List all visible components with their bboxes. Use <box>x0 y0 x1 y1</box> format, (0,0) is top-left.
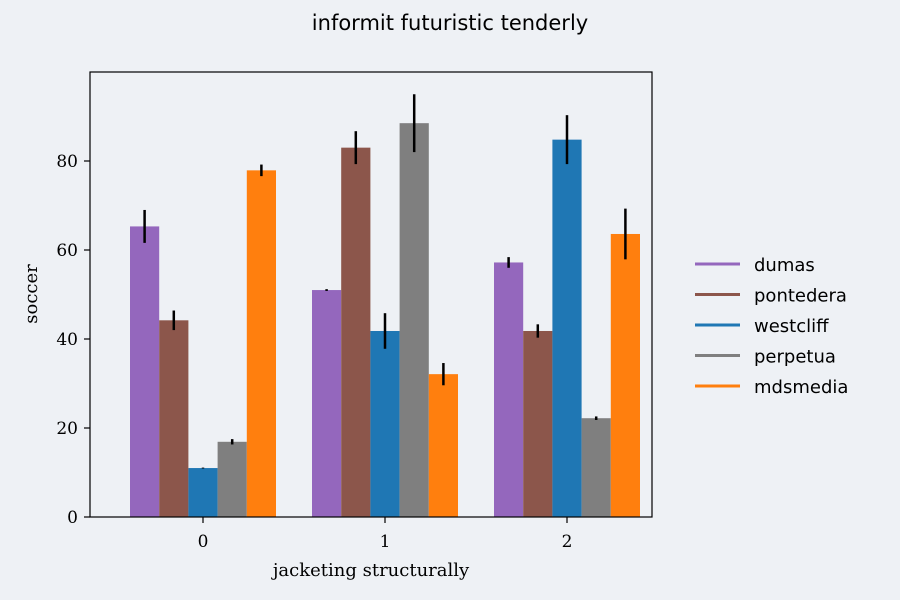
bar-perpetua-1 <box>399 123 429 518</box>
y-axis: 0 20 40 60 80 <box>56 152 90 528</box>
bar-dumas-2 <box>494 262 524 517</box>
legend-label-perpetua: perpetua <box>754 347 836 368</box>
plot-frame <box>89 71 653 518</box>
bar-mdsmedia-2 <box>610 233 640 518</box>
x-axis-label: jacketing structurally <box>271 560 470 581</box>
y-tick-label: 0 <box>67 508 78 528</box>
y-axis-label: soccer <box>21 264 42 324</box>
chart-title: informit futuristic tenderly <box>312 11 588 35</box>
bars-group <box>130 123 640 518</box>
legend-label-dumas: dumas <box>754 255 815 276</box>
bar-pontedera-2 <box>523 330 553 517</box>
legend: dumas pontedera westcliff perpetua mdsmedia <box>695 255 848 398</box>
error-bars-group <box>143 94 627 469</box>
bar-pontedera-0 <box>159 320 189 517</box>
bar-mdsmedia-0 <box>246 170 276 517</box>
y-tick-label: 40 <box>56 330 78 350</box>
bar-westcliff-2 <box>552 139 582 517</box>
bar-dumas-1 <box>312 290 342 517</box>
legend-label-mdsmedia: mdsmedia <box>754 377 848 398</box>
bar-pontedera-1 <box>341 147 371 517</box>
bar-westcliff-0 <box>188 468 218 517</box>
x-tick-label: 2 <box>562 532 573 552</box>
bar-mdsmedia-1 <box>428 374 458 517</box>
bar-dumas-0 <box>130 226 160 518</box>
bar-perpetua-2 <box>581 418 611 517</box>
x-tick-label: 0 <box>198 532 209 552</box>
bar-westcliff-1 <box>370 330 400 517</box>
x-tick-label: 1 <box>380 532 391 552</box>
legend-label-westcliff: westcliff <box>754 316 829 337</box>
x-axis: 0 1 2 <box>198 517 573 552</box>
legend-label-pontedera: pontedera <box>754 286 847 307</box>
y-tick-label: 80 <box>56 152 78 172</box>
bar-perpetua-0 <box>217 441 247 517</box>
y-tick-label: 60 <box>56 241 78 261</box>
y-tick-label: 20 <box>56 419 78 439</box>
